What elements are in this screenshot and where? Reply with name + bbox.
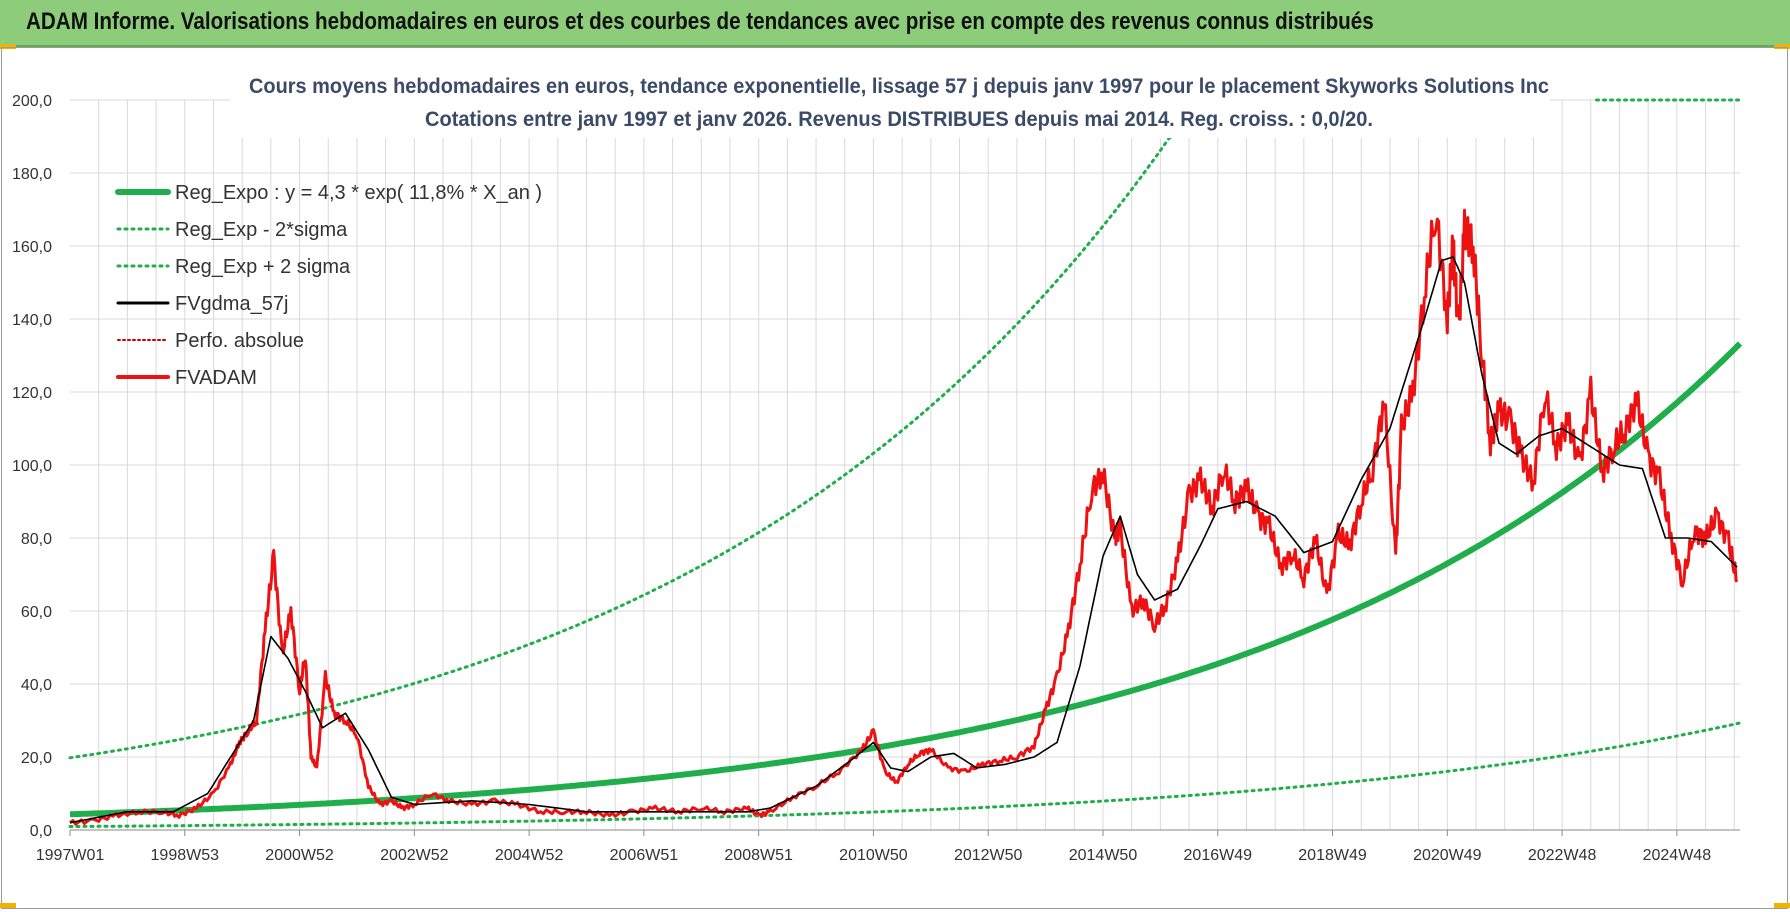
price-series-line (69, 208, 1739, 826)
frame-corner-bottom-left (0, 903, 16, 908)
curves (68, 98, 1743, 828)
y-tick-label: 100,0 (12, 458, 52, 475)
y-tick-label: 180,0 (12, 166, 52, 183)
lower-band-curve (68, 721, 1742, 828)
y-tick-label: 200,0 (12, 93, 52, 110)
upper-band-curve (68, 135, 1174, 760)
legend-label-perfo: Perfo. absolue (175, 330, 304, 352)
x-tick-label: 2004W52 (495, 847, 564, 864)
x-tick-label: 1998W53 (151, 847, 220, 864)
x-tick-label: 2022W48 (1528, 847, 1597, 864)
x-tick-label: 2012W50 (954, 847, 1023, 864)
chart-title-line2: Cotations entre janv 1997 et janv 2026. … (425, 108, 1373, 131)
legend-label-upper: Reg_Exp + 2 sigma (175, 256, 351, 278)
legend-label-smooth: FVgdma_57j (175, 293, 288, 315)
x-tick-label: 2020W49 (1413, 847, 1482, 864)
axes: 0,0 20,0 40,0 60,0 80,0 100,0 120,0 140,0 160,0 1… (12, 93, 1740, 864)
trend-curve (69, 341, 1743, 818)
x-tick-label: 2018W49 (1298, 847, 1367, 864)
y-tick-label: 80,0 (21, 531, 52, 548)
grid (70, 99, 1740, 831)
x-tick-label: 2002W52 (380, 847, 449, 864)
smoothed-series-line (69, 256, 1738, 824)
x-tick-label: 2010W50 (839, 847, 908, 864)
chart-frame (1, 47, 1788, 909)
y-tick-label: 40,0 (21, 677, 52, 694)
y-tick-label: 20,0 (21, 750, 52, 767)
x-tick-label: 2006W51 (610, 847, 679, 864)
y-tick-label: 160,0 (12, 239, 52, 256)
chart-title-line1: Cours moyens hebdomadaires en euros, ten… (249, 75, 1549, 98)
x-tick-label: 2016W49 (1184, 847, 1253, 864)
legend: Reg_Expo : y = 4,3 * exp( 11,8% * X_an )… (115, 182, 542, 389)
x-tick-label: 2014W50 (1069, 847, 1138, 864)
legend-label-lower: Reg_Exp - 2*sigma (175, 219, 348, 241)
report-banner: ADAM Informe. Valorisations hebdomadaire… (0, 0, 1790, 47)
x-tick-label: 2008W51 (724, 847, 793, 864)
x-tick-label: 1997W01 (36, 847, 105, 864)
y-tick-label: 60,0 (21, 604, 52, 621)
y-tick-label: 120,0 (12, 385, 52, 402)
frame-corner-bottom-right (1774, 903, 1790, 908)
title-background (230, 68, 1550, 138)
x-tick-label: 2024W48 (1643, 847, 1712, 864)
banner-corner-left (0, 44, 16, 49)
legend-label-price: FVADAM (175, 367, 257, 389)
report-title: ADAM Informe. Valorisations hebdomadaire… (26, 8, 1374, 35)
legend-label-trend: Reg_Expo : y = 4,3 * exp( 11,8% * X_an ) (175, 182, 542, 204)
y-tick-label: 140,0 (12, 312, 52, 329)
x-tick-label: 2000W52 (265, 847, 334, 864)
banner-corner-right (1774, 44, 1790, 49)
y-tick-label: 0,0 (30, 823, 52, 840)
